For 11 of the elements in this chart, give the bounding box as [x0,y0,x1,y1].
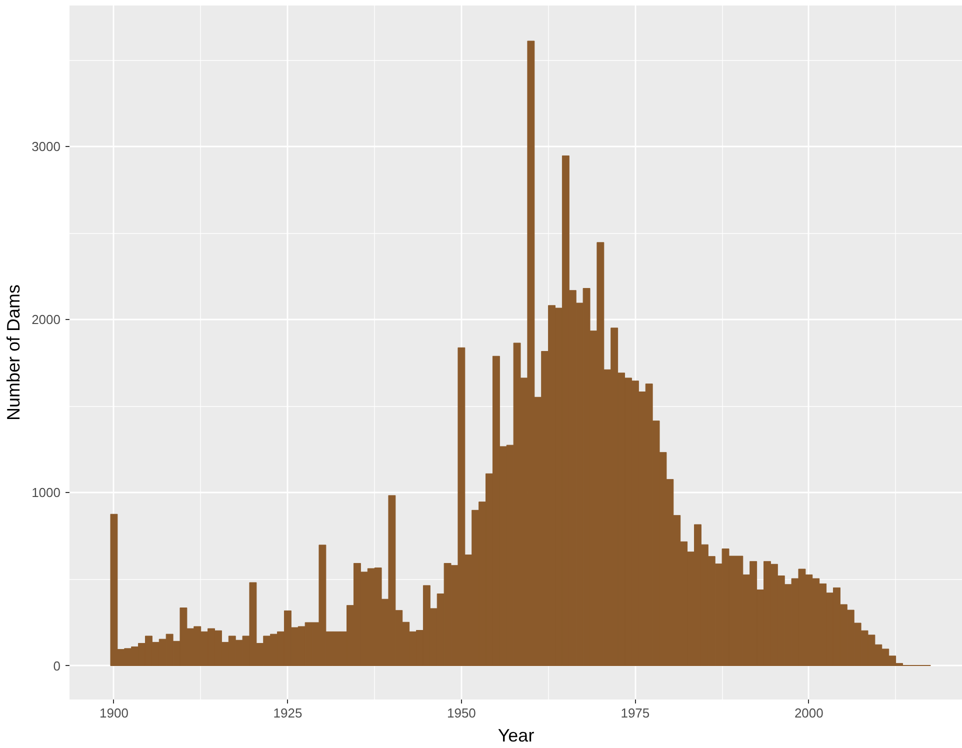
x-tick-label: 1950 [446,706,476,720]
y-tick-label: 1000 [32,485,60,500]
y-tick-label: 2000 [32,312,60,328]
y-axis-title: Number of Dams [4,284,24,421]
x-tick-label: 1925 [273,706,302,720]
x-tick-label: 1900 [100,706,128,720]
y-tick-label: 3000 [32,139,60,154]
x-tick-label: 2000 [794,706,824,720]
y-tick-label: 0 [53,658,61,674]
x-tick-label: 1975 [620,706,650,720]
x-axis-title: Year [498,726,534,746]
